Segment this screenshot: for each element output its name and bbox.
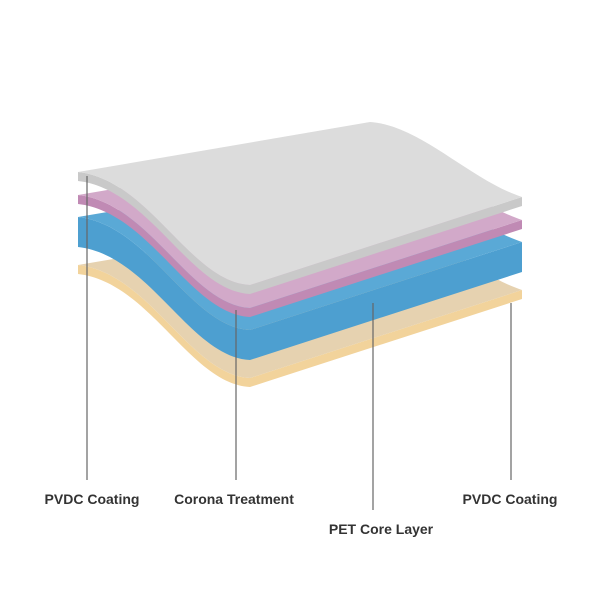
layer-edge-pet-core xyxy=(78,217,522,360)
label-pet-core-layer: PET Core Layer xyxy=(328,521,434,537)
layer-edge-corona xyxy=(78,195,522,317)
label-corona-treatment: Corona Treatment xyxy=(174,491,294,507)
label-pvdc-coating-top: PVDC Coating xyxy=(44,491,140,507)
layer-edge-pvdc-bottom xyxy=(78,265,522,387)
label-pvdc-coating-bottom: PVDC Coating xyxy=(462,491,558,507)
layer-edge-pvdc-top xyxy=(78,172,522,294)
layer-top-pvdc-top xyxy=(78,122,522,285)
